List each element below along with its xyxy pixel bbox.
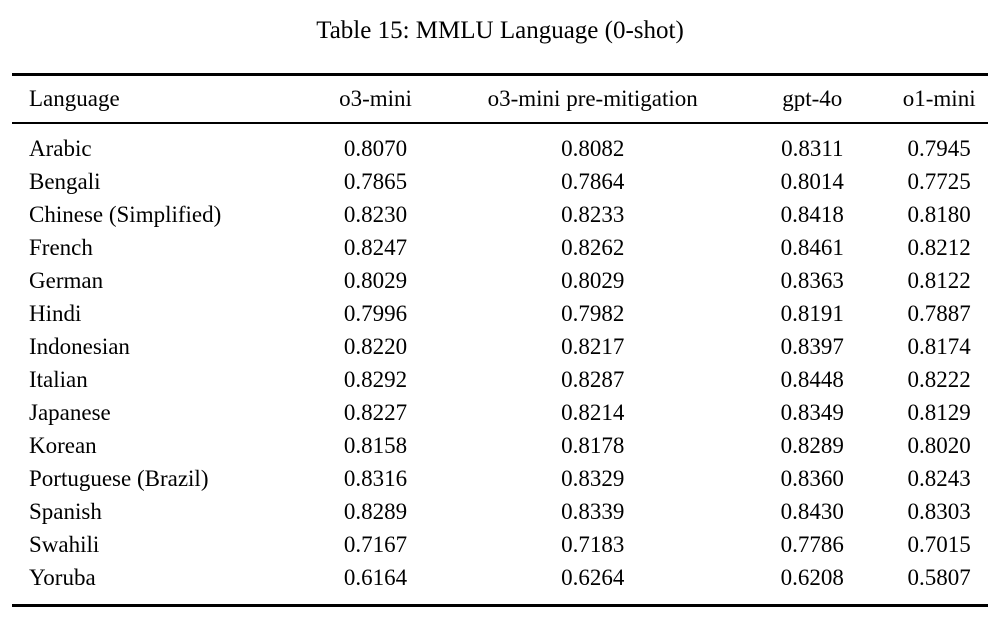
value-cell: 0.7015 — [907, 532, 971, 557]
table-row: Portuguese (Brazil) 0.8316 0.8329 0.8360… — [12, 462, 988, 495]
language-cell: Hindi — [29, 301, 82, 326]
table-row: Hindi 0.7996 0.7982 0.8191 0.7887 — [12, 297, 988, 330]
value-cell: 0.8289 — [343, 499, 408, 524]
mmlu-language-table: Language o3-mini o3-mini pre-mitigation … — [12, 73, 988, 607]
value-cell: 0.8448 — [780, 367, 844, 392]
value-cell: 0.6264 — [561, 565, 625, 590]
value-cell: 0.8180 — [907, 202, 971, 227]
language-cell: German — [29, 268, 104, 293]
table-row: Chinese (Simplified) 0.8230 0.8233 0.841… — [12, 198, 988, 231]
language-cell: Spanish — [29, 499, 102, 524]
column-header-o3-mini: o3-mini — [299, 74, 452, 124]
value-cell: 0.8029 — [343, 268, 408, 293]
value-cell: 0.8082 — [561, 136, 625, 161]
language-cell: Portuguese (Brazil) — [29, 466, 209, 491]
table-row: Bengali 0.7865 0.7864 0.8014 0.7725 — [12, 165, 988, 198]
table-body: Arabic 0.8070 0.8082 0.8311 0.7945 Benga… — [12, 123, 988, 606]
language-cell: Swahili — [29, 532, 100, 557]
value-cell: 0.8430 — [780, 499, 844, 524]
value-cell: 0.8349 — [780, 400, 844, 425]
value-cell: 0.8339 — [561, 499, 625, 524]
value-cell: 0.8329 — [561, 466, 625, 491]
table-row: French 0.8247 0.8262 0.8461 0.8212 — [12, 231, 988, 264]
value-cell: 0.8129 — [907, 400, 971, 425]
value-cell: 0.8070 — [343, 136, 408, 161]
value-cell: 0.7183 — [561, 532, 625, 557]
value-cell: 0.8178 — [561, 433, 625, 458]
value-cell: 0.8233 — [561, 202, 625, 227]
value-cell: 0.8243 — [907, 466, 971, 491]
value-cell: 0.5807 — [907, 565, 971, 590]
table-row: Japanese 0.8227 0.8214 0.8349 0.8129 — [12, 396, 988, 429]
table-row: Swahili 0.7167 0.7183 0.7786 0.7015 — [12, 528, 988, 561]
value-cell: 0.8222 — [907, 367, 971, 392]
language-cell: French — [29, 235, 93, 260]
value-cell: 0.8461 — [780, 235, 844, 260]
value-cell: 0.7865 — [343, 169, 408, 194]
value-cell: 0.7982 — [561, 301, 625, 326]
value-cell: 0.8311 — [781, 136, 844, 161]
value-cell: 0.7864 — [561, 169, 625, 194]
value-cell: 0.7167 — [343, 532, 408, 557]
value-cell: 0.6208 — [780, 565, 844, 590]
language-cell: Arabic — [29, 136, 92, 161]
value-cell: 0.8212 — [907, 235, 971, 260]
column-header-o1-mini: o1-mini — [890, 74, 988, 124]
table-row: Spanish 0.8289 0.8339 0.8430 0.8303 — [12, 495, 988, 528]
column-header-o3-mini-pre-mitigation: o3-mini pre-mitigation — [451, 74, 735, 124]
value-cell: 0.8230 — [343, 202, 408, 227]
language-cell: Italian — [29, 367, 88, 392]
table-row: Yoruba 0.6164 0.6264 0.6208 0.5807 — [12, 561, 988, 606]
value-cell: 0.8217 — [561, 334, 625, 359]
value-cell: 0.8418 — [780, 202, 844, 227]
value-cell: 0.8158 — [343, 433, 408, 458]
value-cell: 0.8360 — [780, 466, 844, 491]
value-cell: 0.8191 — [780, 301, 844, 326]
value-cell: 0.8292 — [343, 367, 408, 392]
value-cell: 0.8363 — [780, 268, 844, 293]
value-cell: 0.8247 — [343, 235, 408, 260]
value-cell: 0.8316 — [343, 466, 408, 491]
column-header-gpt-4o: gpt-4o — [734, 74, 891, 124]
language-cell: Indonesian — [29, 334, 130, 359]
value-cell: 0.8214 — [561, 400, 625, 425]
value-cell: 0.7887 — [907, 301, 971, 326]
value-cell: 0.8287 — [561, 367, 625, 392]
table-row: Italian 0.8292 0.8287 0.8448 0.8222 — [12, 363, 988, 396]
language-cell: Korean — [29, 433, 97, 458]
table-row: Arabic 0.8070 0.8082 0.8311 0.7945 — [12, 123, 988, 165]
value-cell: 0.7725 — [907, 169, 971, 194]
value-cell: 0.8020 — [907, 433, 971, 458]
value-cell: 0.8289 — [780, 433, 844, 458]
language-cell: Japanese — [29, 400, 111, 425]
value-cell: 0.8220 — [343, 334, 408, 359]
table-row: Indonesian 0.8220 0.8217 0.8397 0.8174 — [12, 330, 988, 363]
table-row: Korean 0.8158 0.8178 0.8289 0.8020 — [12, 429, 988, 462]
value-cell: 0.7786 — [780, 532, 844, 557]
value-cell: 0.7945 — [907, 136, 971, 161]
table-caption: Table 15: MMLU Language (0-shot) — [316, 17, 684, 44]
value-cell: 0.8262 — [561, 235, 625, 260]
value-cell: 0.7996 — [343, 301, 408, 326]
value-cell: 0.8303 — [907, 499, 971, 524]
table-header: Language o3-mini o3-mini pre-mitigation … — [12, 74, 988, 124]
language-cell: Yoruba — [29, 565, 96, 590]
column-header-language: Language — [12, 74, 300, 124]
header-row: Language o3-mini o3-mini pre-mitigation … — [12, 74, 988, 124]
value-cell: 0.8122 — [907, 268, 971, 293]
value-cell: 0.8174 — [907, 334, 971, 359]
value-cell: 0.8014 — [780, 169, 844, 194]
value-cell: 0.8227 — [343, 400, 408, 425]
table-row: German 0.8029 0.8029 0.8363 0.8122 — [12, 264, 988, 297]
value-cell: 0.8397 — [780, 334, 844, 359]
language-cell: Chinese (Simplified) — [29, 202, 222, 227]
language-cell: Bengali — [29, 169, 101, 194]
value-cell: 0.6164 — [343, 565, 408, 590]
value-cell: 0.8029 — [561, 268, 625, 293]
